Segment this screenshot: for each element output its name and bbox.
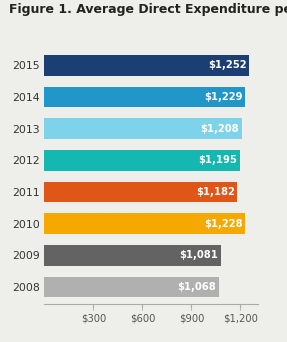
Text: $1,182: $1,182	[196, 187, 235, 197]
Bar	[44, 118, 242, 139]
Bar	[44, 87, 245, 107]
Text: $1,208: $1,208	[201, 123, 239, 134]
Text: $1,081: $1,081	[180, 250, 218, 260]
Bar	[44, 182, 237, 202]
Text: $1,229: $1,229	[204, 92, 243, 102]
Text: $1,228: $1,228	[204, 219, 243, 229]
Text: $1,252: $1,252	[208, 60, 246, 70]
Text: $1,068: $1,068	[178, 282, 216, 292]
Bar	[44, 150, 240, 171]
Text: Figure 1. Average Direct Expenditure per Employee: Figure 1. Average Direct Expenditure per…	[9, 3, 287, 16]
Bar	[44, 213, 245, 234]
Bar	[44, 55, 249, 76]
Bar	[44, 277, 219, 297]
Text: $1,195: $1,195	[198, 155, 237, 165]
Bar	[44, 245, 221, 266]
